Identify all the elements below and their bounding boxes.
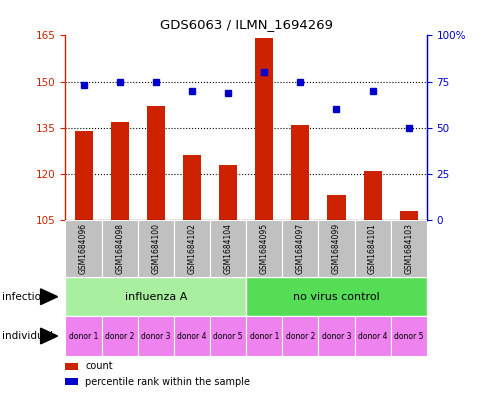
- Title: GDS6063 / ILMN_1694269: GDS6063 / ILMN_1694269: [159, 18, 332, 31]
- Text: GSM1684103: GSM1684103: [403, 223, 412, 274]
- Bar: [390, 220, 426, 277]
- Text: count: count: [85, 362, 113, 371]
- Text: GSM1684100: GSM1684100: [151, 223, 160, 274]
- Text: GSM1684101: GSM1684101: [367, 223, 377, 274]
- Text: donor 1: donor 1: [69, 332, 98, 340]
- Bar: [65, 277, 245, 316]
- Bar: [245, 220, 282, 277]
- Bar: [245, 277, 426, 316]
- Bar: [354, 316, 390, 356]
- Bar: [137, 220, 173, 277]
- Bar: [137, 316, 173, 356]
- Bar: [65, 220, 102, 277]
- Text: donor 3: donor 3: [141, 332, 170, 340]
- Bar: [282, 316, 318, 356]
- Bar: [245, 316, 282, 356]
- Bar: [75, 131, 92, 220]
- Text: percentile rank within the sample: percentile rank within the sample: [85, 376, 250, 386]
- Text: donor 2: donor 2: [105, 332, 134, 340]
- Bar: [354, 220, 390, 277]
- Text: GSM1684096: GSM1684096: [79, 223, 88, 274]
- Polygon shape: [41, 328, 58, 344]
- Text: GSM1684104: GSM1684104: [223, 223, 232, 274]
- Text: individual: individual: [2, 331, 53, 341]
- Text: donor 2: donor 2: [285, 332, 315, 340]
- Text: GSM1684102: GSM1684102: [187, 223, 196, 274]
- Text: infection: infection: [2, 292, 48, 302]
- Text: GSM1684097: GSM1684097: [295, 223, 304, 274]
- Bar: [65, 378, 78, 385]
- Bar: [318, 220, 354, 277]
- Bar: [219, 165, 237, 220]
- Text: no virus control: no virus control: [292, 292, 379, 302]
- Text: GSM1684098: GSM1684098: [115, 223, 124, 274]
- Bar: [102, 220, 137, 277]
- Bar: [102, 316, 137, 356]
- Bar: [318, 316, 354, 356]
- Bar: [255, 39, 272, 220]
- Bar: [399, 211, 417, 220]
- Text: donor 5: donor 5: [393, 332, 423, 340]
- Bar: [65, 363, 78, 370]
- Bar: [390, 316, 426, 356]
- Bar: [173, 220, 210, 277]
- Text: influenza A: influenza A: [124, 292, 187, 302]
- Text: donor 4: donor 4: [177, 332, 206, 340]
- Text: GSM1684099: GSM1684099: [331, 223, 340, 274]
- Text: donor 5: donor 5: [213, 332, 242, 340]
- Text: donor 3: donor 3: [321, 332, 350, 340]
- Bar: [173, 316, 210, 356]
- Bar: [182, 156, 200, 220]
- Bar: [327, 195, 345, 220]
- Text: donor 1: donor 1: [249, 332, 278, 340]
- Bar: [363, 171, 381, 220]
- Bar: [210, 316, 245, 356]
- Text: donor 4: donor 4: [357, 332, 387, 340]
- Polygon shape: [41, 289, 58, 305]
- Bar: [147, 106, 165, 220]
- Bar: [282, 220, 318, 277]
- Text: GSM1684095: GSM1684095: [259, 223, 268, 274]
- Bar: [210, 220, 245, 277]
- Bar: [291, 125, 309, 220]
- Bar: [110, 121, 128, 220]
- Bar: [65, 316, 102, 356]
